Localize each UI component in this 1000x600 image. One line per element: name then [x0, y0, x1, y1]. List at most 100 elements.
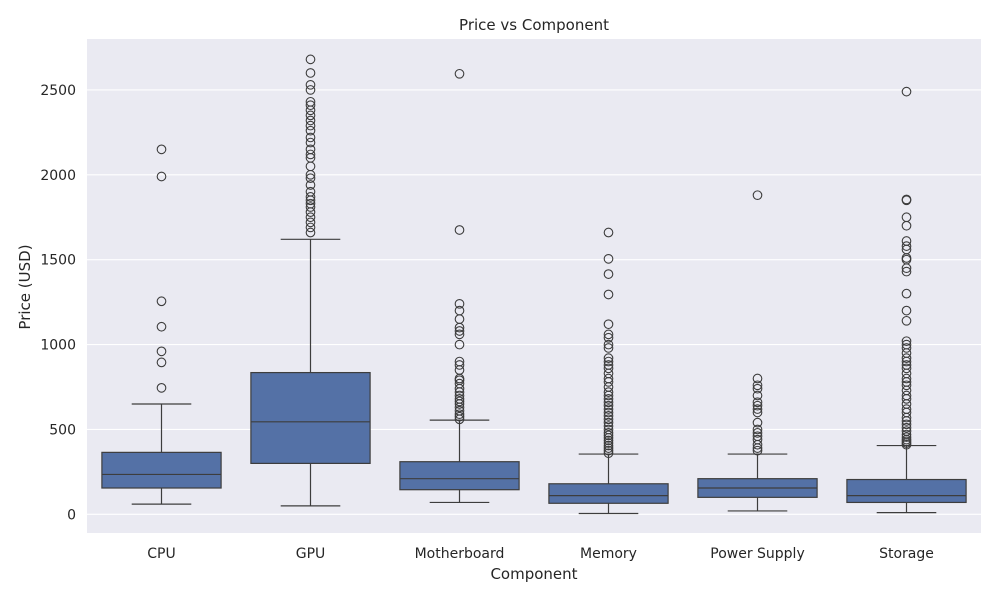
outlier-point — [454, 360, 465, 370]
iqr-box — [399, 461, 520, 491]
outlier-point — [305, 198, 316, 209]
outlier-point — [603, 438, 614, 448]
outlier-point — [901, 266, 912, 277]
outlier-point — [752, 427, 763, 438]
outlier-point — [454, 378, 465, 389]
outlier-point — [305, 173, 316, 184]
outlier-point — [901, 422, 912, 433]
outlier-point — [305, 120, 316, 131]
box-gpu — [250, 54, 371, 507]
outlier-point — [305, 227, 316, 238]
x-tick-label: Power Supply — [710, 546, 805, 562]
outlier-point — [603, 397, 614, 408]
outlier-point — [901, 343, 912, 353]
outlier-point — [901, 315, 912, 326]
outlier-point — [752, 407, 763, 418]
outlier-point — [901, 404, 912, 414]
outlier-point — [305, 222, 316, 233]
y-tick-label: 1000 — [40, 338, 76, 354]
plot-background — [87, 39, 981, 533]
iqr-box — [548, 483, 669, 504]
outlier-point — [603, 373, 614, 384]
outlier-point — [901, 426, 912, 436]
outlier-point — [454, 411, 465, 422]
outlier-point — [901, 305, 912, 316]
outlier-point — [305, 180, 316, 190]
outlier-point — [603, 404, 614, 414]
outlier-point — [603, 269, 614, 279]
outlier-point — [603, 360, 614, 370]
outlier-point — [603, 421, 614, 431]
outlier-point — [901, 86, 912, 97]
iqr-box — [846, 478, 967, 504]
outlier-point — [305, 100, 316, 111]
outlier-point — [901, 339, 912, 350]
outlier-point — [901, 336, 912, 347]
outlier-point — [603, 430, 614, 441]
x-tick-label: CPU — [147, 546, 175, 562]
iqr-box — [101, 451, 222, 489]
outlier-point — [603, 394, 614, 404]
outlier-point — [305, 132, 316, 143]
outlier-point — [603, 407, 614, 418]
outlier-point — [305, 217, 316, 228]
outlier-point — [454, 394, 465, 404]
outlier-point — [901, 288, 912, 299]
outlier-point — [603, 289, 614, 300]
outlier-point — [454, 396, 465, 407]
outlier-point — [603, 329, 614, 340]
x-tick-label: Storage — [879, 546, 934, 562]
outlier-point — [603, 448, 614, 459]
outlier-point — [752, 390, 763, 401]
outlier-point — [603, 339, 614, 350]
outlier-point — [752, 400, 763, 411]
outlier-point — [603, 363, 614, 374]
outlier-point — [752, 431, 763, 442]
x-tick-label: GPU — [296, 546, 326, 562]
outlier-point — [305, 85, 316, 95]
outlier-point — [752, 383, 763, 394]
outlier-point — [901, 419, 912, 430]
chart-title: Price vs Component — [459, 16, 609, 34]
outlier-point — [454, 409, 465, 420]
outlier-point — [603, 353, 614, 363]
outlier-point — [603, 253, 614, 264]
outlier-point — [305, 96, 316, 107]
outlier-point — [156, 383, 167, 393]
outlier-point — [603, 417, 614, 428]
outlier-point — [156, 346, 167, 357]
y-tick-label: 1500 — [40, 253, 76, 269]
outlier-point — [901, 373, 912, 384]
outlier-point — [901, 360, 912, 370]
outlier-point — [901, 390, 912, 401]
outlier-point — [901, 241, 912, 251]
box-cpu — [101, 144, 222, 505]
outlier-point — [454, 225, 465, 235]
y-axis-title: Price (USD) — [16, 244, 34, 329]
x-axis-title: Component — [490, 565, 577, 583]
outlier-point — [603, 356, 614, 367]
outlier-point — [454, 68, 465, 79]
outlier-point — [603, 227, 614, 238]
outlier-point — [752, 373, 763, 384]
outlier-point — [901, 380, 912, 391]
outlier-point — [454, 339, 465, 350]
outlier-point — [156, 321, 167, 332]
outlier-point — [901, 432, 912, 442]
outlier-point — [603, 411, 614, 421]
outlier-point — [454, 326, 465, 336]
outlier-point — [305, 212, 316, 223]
outlier-point — [901, 194, 912, 205]
outlier-point — [603, 427, 614, 438]
outlier-point — [156, 357, 167, 368]
outlier-point — [603, 319, 614, 330]
outlier-point — [603, 435, 614, 446]
outlier-point — [603, 445, 614, 456]
outlier-point — [454, 329, 465, 340]
outlier-point — [305, 137, 316, 148]
y-axis-ticks: 0 500 1000 1500 2000 2500 — [40, 83, 76, 523]
x-tick-label: Motherboard — [415, 546, 505, 562]
outlier-point — [752, 380, 763, 391]
box-motherboard — [399, 68, 520, 504]
